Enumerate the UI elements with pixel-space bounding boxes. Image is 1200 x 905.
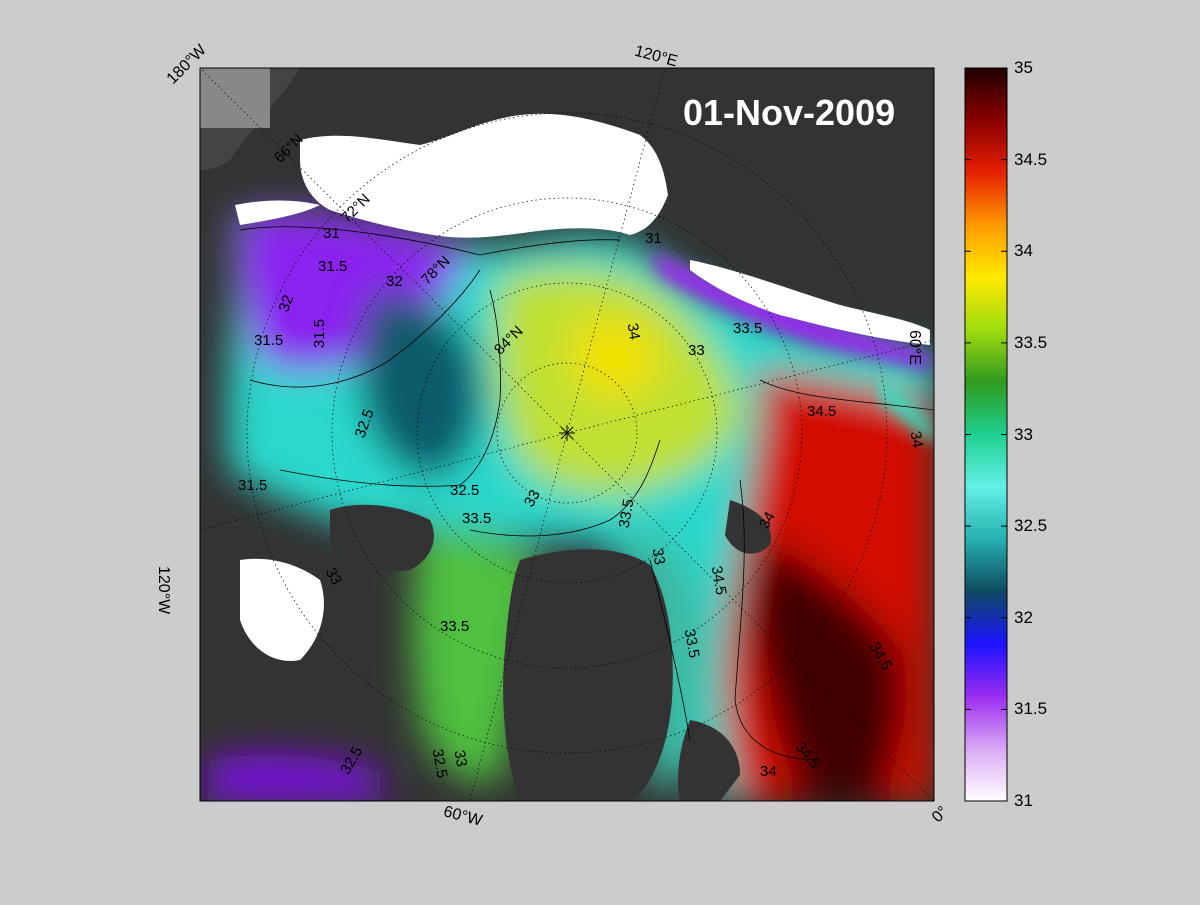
north-pole-marker — [559, 425, 575, 441]
meridian-60e — [566, 339, 934, 434]
contour-label: 31.5 — [318, 258, 348, 275]
ice-areas — [235, 113, 930, 661]
contour-label: 34.5 — [807, 403, 837, 420]
meridian-120w — [200, 432, 568, 531]
contour-31 — [239, 226, 621, 256]
contour-label: 31 — [645, 230, 662, 247]
hudson-bay-field — [205, 754, 380, 801]
contour-label: 33.5 — [440, 618, 470, 635]
lat-circle-66 — [246, 112, 888, 754]
lon-label-60e: 60°E — [906, 330, 923, 365]
lon-label-120w: 120°W — [155, 566, 172, 615]
contour-label: 33 — [688, 342, 705, 359]
colorbar-tick-label: 31 — [1014, 791, 1033, 810]
contour-label: 34 — [906, 429, 927, 450]
colorbar-tick-label: 32 — [1014, 607, 1033, 627]
scandinavia — [678, 720, 740, 801]
contour-33 — [649, 559, 691, 741]
contour-label: 33 — [648, 546, 669, 567]
colorbar-tick-label: 32.5 — [1014, 516, 1048, 536]
salinity-field — [205, 210, 934, 801]
canadian-archipelago — [330, 504, 434, 572]
kara-sea-ice — [690, 260, 930, 345]
contour-label: 31.5 — [254, 332, 284, 349]
meridian-0 — [566, 432, 934, 801]
contour-label: 33 — [450, 748, 471, 769]
contour-lines — [239, 226, 934, 761]
contour-label: 31.5 — [238, 477, 268, 494]
low-salinity-beaufort — [238, 211, 470, 371]
colorbar — [965, 68, 1007, 801]
contour-33-5 — [469, 439, 661, 537]
colorbar-tick-label: 35 — [1014, 58, 1033, 77]
colorbar-tick-marks — [965, 67, 1007, 802]
colorbar-tick-label: 34 — [1014, 241, 1033, 261]
contour-31-5 — [249, 269, 481, 388]
greenland — [503, 549, 673, 801]
contour-label: 33.5 — [462, 510, 492, 527]
colorbar-tick-label: 31.5 — [1014, 699, 1048, 719]
contour-label: 34 — [760, 763, 777, 780]
contour-label: 31.5 — [311, 318, 329, 349]
contour-label: 32.5 — [450, 482, 480, 499]
hudson-ice — [240, 558, 324, 661]
north-pole-high-field — [569, 316, 661, 400]
barents-coastal-field — [880, 380, 934, 445]
contour-label: 33.5 — [733, 320, 763, 337]
contour-label: 32 — [386, 273, 403, 290]
contour-32-5 — [279, 289, 501, 487]
contour-label: 31 — [323, 225, 340, 242]
map-area — [200, 68, 934, 801]
graticule — [200, 68, 934, 801]
laptev-ice — [300, 113, 668, 238]
lat-circle-72 — [331, 197, 803, 669]
contour-34 — [734, 479, 821, 761]
canada-basin-field — [360, 290, 483, 480]
contour-label: 34 — [623, 321, 644, 342]
colorbar-tick-label: 33 — [1014, 424, 1033, 444]
meridian-60w — [469, 432, 568, 801]
lat-circle-78 — [416, 282, 718, 584]
atlantic-core-field — [750, 540, 904, 801]
date-label: 01-Nov-2009 — [683, 92, 896, 133]
meridian-180 — [200, 68, 568, 434]
lat-circle-84 — [496, 362, 638, 504]
land-masses — [200, 68, 934, 801]
svalbard — [725, 500, 771, 554]
siberia — [660, 88, 934, 290]
chukchi-ice — [235, 200, 320, 225]
colorbar-tick-label: 33.5 — [1014, 332, 1048, 352]
colorbar-tick-label: 34.5 — [1014, 149, 1048, 169]
contour-34-5 — [759, 379, 934, 411]
map-frame — [199, 67, 935, 802]
bering-gray — [200, 68, 270, 128]
